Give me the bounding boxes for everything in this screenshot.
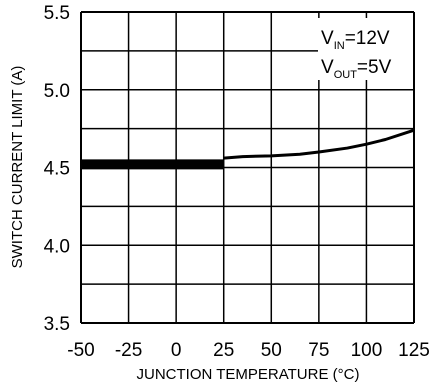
x-tick-label: 50: [261, 340, 282, 361]
series-line-1: [223, 128, 415, 160]
annotation-vout: VOUT=5V: [321, 57, 392, 81]
x-tick-label: 25: [213, 340, 234, 361]
y-tick-label: 5.0: [44, 81, 70, 102]
y-tick-label: 4.0: [44, 236, 70, 257]
x-tick-label: -50: [67, 340, 94, 361]
x-axis-title: JUNCTION TEMPERATURE (°C): [137, 366, 360, 383]
y-axis-title: SWITCH CURRENT LIMIT (A): [9, 66, 26, 269]
x-tick-label: 125: [398, 340, 430, 361]
y-tick-label: 5.5: [44, 3, 70, 24]
annotation-background: [318, 18, 413, 80]
plot-area: [81, 128, 415, 170]
x-tick-label: 75: [308, 340, 329, 361]
x-tick-label: -25: [115, 340, 142, 361]
tick-labels: -50 -25 0 25 50 75 100 125 5.5 5.0 4.5 4.0 3.5: [44, 3, 430, 361]
x-tick-label: 0: [171, 340, 182, 361]
y-tick-label: 4.5: [44, 159, 70, 180]
annotation-box: VIN=12V VOUT=5V: [318, 18, 413, 81]
annotation-vin: VIN=12V: [321, 28, 390, 52]
y-tick-label: 3.5: [44, 314, 70, 335]
x-tick-label: 100: [351, 340, 383, 361]
